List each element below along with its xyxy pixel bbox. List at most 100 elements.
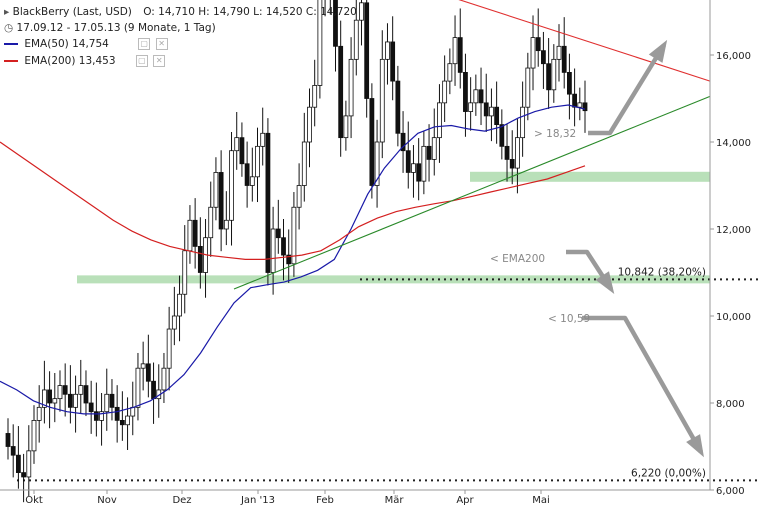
down-arrow-head bbox=[686, 434, 704, 458]
candle-body bbox=[78, 385, 84, 395]
y-tick-label: 8,000 bbox=[716, 399, 745, 410]
candle-body bbox=[15, 454, 21, 474]
candle-body bbox=[556, 45, 562, 60]
candle-body bbox=[291, 206, 297, 265]
candle-body bbox=[67, 393, 73, 408]
y-tick-label: 10,000 bbox=[716, 312, 751, 323]
y-tick-label: 14,000 bbox=[716, 138, 751, 149]
candle-body bbox=[541, 50, 546, 65]
candle-body bbox=[104, 393, 110, 413]
candle-body bbox=[494, 106, 500, 125]
candle-body bbox=[385, 41, 390, 60]
support-trendline bbox=[233, 95, 711, 290]
candle-body bbox=[62, 385, 68, 395]
candle-body bbox=[359, 2, 364, 21]
candle-body bbox=[239, 137, 245, 165]
ema50-remove-icon[interactable]: ✕ bbox=[155, 38, 168, 50]
candle-body bbox=[468, 102, 474, 112]
candle-body bbox=[348, 58, 354, 117]
candle-body bbox=[499, 124, 505, 147]
candle-body bbox=[530, 37, 536, 69]
candle-body bbox=[374, 141, 380, 186]
clock-icon: ◷ bbox=[4, 22, 14, 34]
candle-body bbox=[26, 450, 32, 478]
ema50-label: EMA(50) 14,754 bbox=[24, 38, 109, 50]
ohlc-values: O: 14,710 H: 14,790 L: 14,520 C: 14,720 bbox=[143, 6, 357, 18]
candle-body bbox=[218, 172, 224, 230]
candle-body bbox=[73, 393, 78, 408]
candle-body bbox=[561, 45, 567, 73]
candle-body bbox=[182, 250, 188, 295]
indicator-lines-layer bbox=[0, 0, 711, 415]
fibo-level-label: 10,842 (38,20%) bbox=[618, 266, 706, 278]
candle-body bbox=[426, 145, 432, 160]
candle-body bbox=[457, 37, 463, 73]
arrows-layer bbox=[566, 39, 704, 458]
candle-body bbox=[483, 102, 489, 117]
candle-body bbox=[535, 37, 541, 52]
candle-body bbox=[151, 380, 156, 400]
candle-body bbox=[213, 172, 219, 208]
x-tick-label: Nov bbox=[97, 495, 117, 506]
candle-body bbox=[125, 415, 130, 426]
ema50-line bbox=[0, 104, 586, 415]
candle-body bbox=[307, 106, 312, 143]
candle-body bbox=[161, 367, 167, 391]
ema50-swatch bbox=[4, 43, 18, 45]
candle-body bbox=[83, 385, 89, 404]
candle-body bbox=[442, 80, 448, 104]
candle-body bbox=[551, 58, 557, 91]
candle-body bbox=[317, 0, 323, 86]
candle-body bbox=[301, 141, 307, 186]
candle-body bbox=[312, 85, 318, 108]
ema200-line bbox=[0, 141, 586, 260]
candle-body bbox=[281, 237, 286, 256]
candle-body bbox=[192, 219, 198, 247]
legend-ema200-row: EMA(200) 13,453 ▢ ✕ bbox=[4, 55, 166, 67]
candle-body bbox=[119, 419, 125, 426]
candle-body bbox=[567, 72, 572, 95]
candle-body bbox=[546, 63, 552, 91]
candle-body bbox=[509, 158, 515, 169]
y-axis-ticks: 6,0008,00010,00012,00014,00016,00018,000… bbox=[710, 51, 751, 497]
candle-body bbox=[41, 389, 47, 408]
candle-body bbox=[572, 93, 578, 108]
ema50-settings-icon[interactable]: ▢ bbox=[138, 38, 151, 50]
candle-body bbox=[504, 145, 510, 160]
candle-body bbox=[452, 37, 458, 65]
candle-body bbox=[390, 41, 396, 82]
ema200-settings-icon[interactable]: ▢ bbox=[135, 55, 148, 67]
candle-body bbox=[577, 102, 583, 108]
x-tick-label: Okt bbox=[25, 495, 43, 506]
x-tick-label: Mär bbox=[385, 495, 405, 506]
fibo-levels-layer bbox=[17, 278, 758, 482]
candle-body bbox=[135, 367, 141, 408]
candle-body bbox=[473, 89, 479, 104]
ema200-remove-icon[interactable]: ✕ bbox=[153, 55, 166, 67]
candle-body bbox=[249, 176, 255, 186]
down-arrow bbox=[582, 315, 703, 454]
candle-body bbox=[270, 228, 276, 273]
collapse-icon[interactable]: ▸ bbox=[4, 6, 10, 18]
candle-body bbox=[431, 137, 437, 160]
candle-body bbox=[223, 219, 229, 230]
candle-body bbox=[109, 393, 115, 408]
up-arrow bbox=[588, 43, 666, 136]
candle-body bbox=[447, 63, 453, 82]
support-zone-upper bbox=[470, 171, 710, 182]
candle-body bbox=[99, 411, 104, 421]
candle-body bbox=[229, 150, 234, 221]
legend-ema50-row: EMA(50) 14,754 ▢ ✕ bbox=[4, 38, 168, 50]
candle-body bbox=[463, 72, 468, 112]
candle-body bbox=[520, 106, 526, 139]
candle-body bbox=[260, 132, 266, 147]
candle-body bbox=[31, 419, 37, 452]
candle-body bbox=[405, 150, 411, 173]
x-tick-label: Mai bbox=[532, 495, 550, 506]
candle-body bbox=[395, 80, 401, 134]
candle-body bbox=[114, 406, 120, 421]
candle-body bbox=[582, 102, 588, 112]
candle-body bbox=[286, 254, 292, 265]
candle-body bbox=[57, 385, 63, 400]
legend-title-row: ▸ BlackBerry (Last, USD) O: 14,710 H: 14… bbox=[4, 6, 357, 18]
